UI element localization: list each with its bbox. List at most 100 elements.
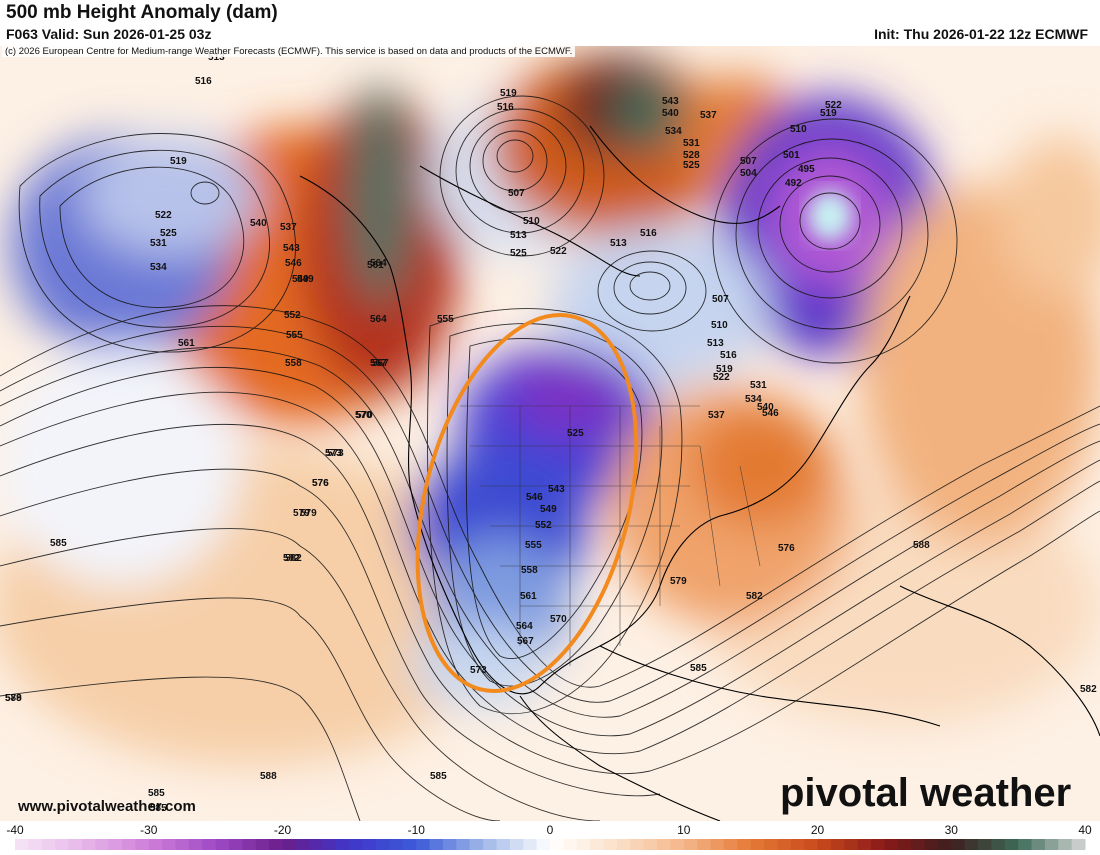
coastlines: [299, 125, 1100, 821]
contour-label: 534: [665, 126, 682, 137]
colorbar-cell: [937, 839, 952, 850]
colorbar-cell: [683, 839, 698, 850]
colorbar-cell: [911, 839, 925, 850]
contour-label: 546: [285, 258, 302, 269]
contour-label: 573: [327, 448, 344, 459]
contour-label: 564: [516, 621, 533, 632]
contour-label: 567: [372, 358, 389, 369]
contour-label: 585: [150, 803, 167, 814]
colorbar-cell: [964, 839, 979, 850]
colorbar-cell: [81, 839, 96, 850]
contour-label: 579: [293, 508, 310, 519]
colorbar-cell: [402, 839, 417, 850]
contour-label: 561: [520, 591, 537, 602]
contour-label: 516: [640, 228, 657, 239]
contour-label: 513: [707, 338, 724, 349]
anomaly-field: [0, 56, 1100, 766]
contour-label: 582: [285, 553, 302, 564]
colorbar-tick-label: -30: [140, 823, 158, 837]
contour-label: 516: [195, 76, 212, 87]
colorbar-cell: [723, 839, 738, 850]
colorbar-cell: [643, 839, 658, 850]
contour-label: 588: [5, 693, 22, 704]
colorbar-swatches: [15, 839, 1086, 850]
contour-label: 543: [548, 484, 565, 495]
colorbar-cell: [523, 839, 538, 850]
colorbar-cell: [1071, 839, 1086, 850]
contour-label: 585: [50, 538, 67, 549]
colorbar-cell: [215, 839, 230, 850]
contour-label: 522: [825, 100, 842, 111]
contour-label: 507: [712, 294, 729, 305]
contour-label: 516: [720, 350, 737, 361]
pivotal-weather-logo: pivotal weather: [780, 768, 1100, 818]
anomaly-map: 513 516 519 522 525 531 534 540 537 543 546 549 552 5…: [0, 46, 1100, 821]
contour-label: 519: [500, 88, 517, 99]
colorbar-cell: [951, 839, 966, 850]
colorbar-tick-label: 0: [547, 823, 554, 837]
colorbar-cell: [1004, 839, 1019, 850]
colorbar-cell: [737, 839, 752, 850]
colorbar-cell: [469, 839, 484, 850]
colorbar-cell: [456, 839, 471, 850]
contour-label: 549: [540, 504, 557, 515]
colorbar-cell: [817, 839, 832, 850]
contour-label: 549: [297, 274, 314, 285]
colorbar-cell: [282, 839, 297, 850]
contour-label: 534: [745, 394, 762, 405]
contour-label: 540: [757, 402, 774, 413]
colorbar-cell: [764, 839, 778, 850]
contour-label: 534: [150, 262, 167, 273]
contour-label: 540: [250, 218, 267, 229]
colorbar-cell: [670, 839, 685, 850]
contour-label: 525: [567, 428, 584, 439]
contour-label: 576: [312, 478, 329, 489]
colorbar-cell: [871, 839, 885, 850]
contour-label: 531: [750, 380, 767, 391]
contour-label: 564: [370, 314, 387, 325]
contour-label: 570: [550, 614, 567, 625]
contour-label: 507: [508, 188, 525, 199]
contour-label: 501: [783, 150, 800, 161]
colorbar-cell: [28, 839, 43, 850]
contour-label: 531: [150, 238, 167, 249]
contour-label: 588: [260, 771, 277, 782]
colorbar-cell: [1031, 839, 1046, 850]
colorbar-cell: [897, 839, 912, 850]
colorbar-cell: [657, 839, 671, 850]
colorbar-tick-label: -10: [408, 823, 426, 837]
contour-label: 525: [683, 160, 700, 171]
colorbar-cell: [857, 839, 872, 850]
colorbar-cell: [389, 839, 404, 850]
colorbar-cell: [162, 839, 176, 850]
colorbar-tick-label: 30: [945, 823, 959, 837]
colorbar-cell: [362, 839, 377, 850]
contour-label: 573: [470, 665, 487, 676]
colorbar-ticks: -40 -30 -20 -10 0 10 20 30 40: [6, 823, 1092, 837]
colorbar: -40 -30 -20 -10 0 10 20 30 40: [0, 821, 1100, 850]
contour-label: 492: [785, 178, 802, 189]
contour-label: 582: [1080, 684, 1097, 695]
contour-label: 588: [913, 540, 930, 551]
colorbar-cell: [295, 839, 310, 850]
contour-label: 537: [708, 410, 725, 421]
contour-label: 558: [521, 565, 538, 576]
contour-label: 579: [5, 693, 22, 704]
colorbar-cell: [229, 839, 243, 850]
contour-label: 510: [790, 124, 807, 135]
contour-label: 585: [148, 788, 165, 799]
contour-label: 546: [762, 408, 779, 419]
colorbar-cell: [68, 839, 83, 850]
contour-label: 525: [510, 248, 527, 259]
colorbar-cell: [15, 839, 29, 850]
colorbar-cell: [630, 839, 645, 850]
state-borders: [460, 405, 761, 666]
colorbar-cell: [349, 839, 364, 850]
colorbar-cell: [122, 839, 136, 850]
colorbar-cell: [509, 839, 524, 850]
contour-label: 513: [208, 52, 225, 63]
contour-label: 561: [367, 260, 384, 271]
colorbar-cell: [255, 839, 270, 850]
